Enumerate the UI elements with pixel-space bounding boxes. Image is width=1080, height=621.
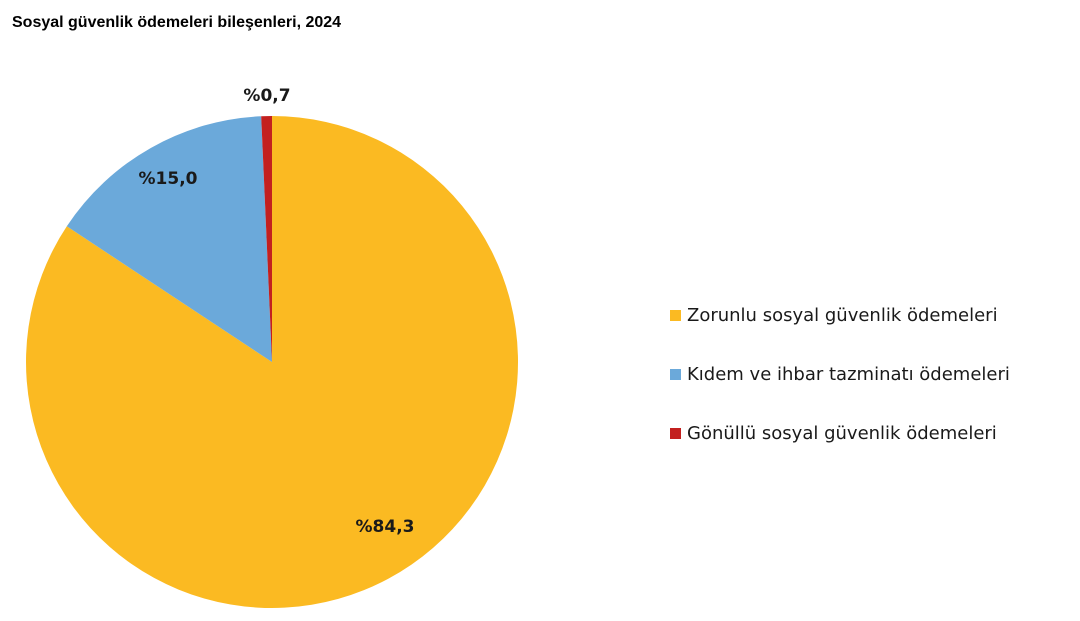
legend-swatch-kidem: [670, 368, 681, 380]
legend-item-kidem: Kıdem ve ihbar tazminatı ödemeleri: [670, 359, 1010, 389]
legend-label-zorunlu: Zorunlu sosyal güvenlik ödemeleri: [687, 304, 998, 326]
legend-swatch-gonullu: [670, 427, 681, 439]
legend-label-kidem: Kıdem ve ihbar tazminatı ödemeleri: [687, 363, 1010, 385]
pie-slice-gonullu: [261, 116, 272, 362]
legend: Zorunlu sosyal güvenlik ödemeleri Kıdem …: [670, 300, 1010, 477]
legend-item-zorunlu: Zorunlu sosyal güvenlik ödemeleri: [670, 300, 1010, 330]
data-label-zorunlu: %84,3: [356, 517, 415, 537]
chart-title: Sosyal güvenlik ödemeleri bileşenleri, 2…: [12, 14, 342, 31]
pie-slice-kidem: [66, 116, 272, 363]
data-label-gonullu: %0,7: [243, 86, 290, 106]
pie-slice-zorunlu: [26, 116, 519, 608]
data-label-kidem: %15,0: [139, 169, 198, 189]
legend-swatch-zorunlu: [670, 309, 681, 321]
legend-item-gonullu: Gönüllü sosyal güvenlik ödemeleri: [670, 418, 1010, 448]
legend-label-gonullu: Gönüllü sosyal güvenlik ödemeleri: [687, 422, 997, 444]
